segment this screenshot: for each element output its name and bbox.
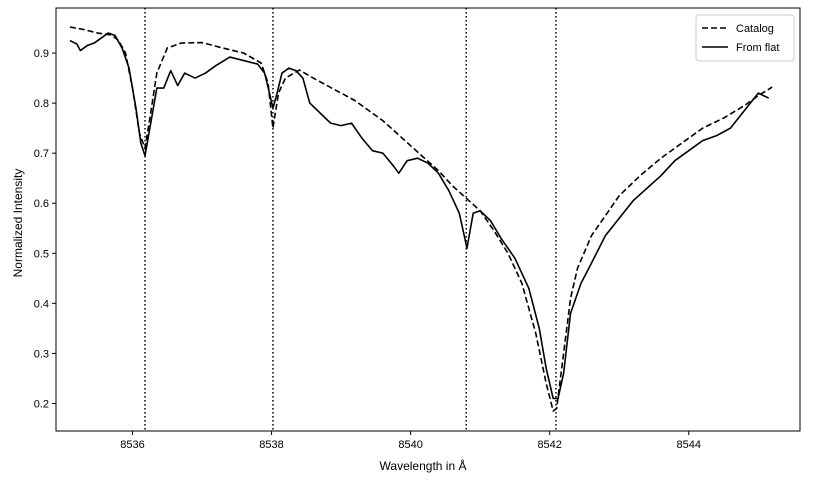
legend-label-catalog: Catalog	[736, 23, 774, 35]
y-tick-label: 0.3	[34, 348, 49, 360]
legend-box	[695, 14, 795, 62]
axes-layer: 8536 8538 8540 8542 8544 0.2 0.3 0.4 0.5 0.6 0.7 0.…	[34, 7, 801, 451]
y-tick-label: 0.9	[34, 48, 49, 60]
x-tick-label: 8540	[398, 439, 422, 451]
x-tick-label: 8544	[677, 439, 701, 451]
series-line-from-flat	[69, 32, 770, 400]
y-tick-label: 0.6	[34, 198, 49, 210]
x-tick-label: 8536	[120, 439, 144, 451]
plot-frame	[55, 7, 801, 432]
y-tick-label: 0.7	[34, 148, 49, 160]
x-tick-label: 8542	[537, 439, 561, 451]
y-tick-label: 0.2	[34, 398, 49, 410]
y-tick-label: 0.4	[34, 298, 49, 310]
x-tick-label: 8538	[259, 439, 283, 451]
y-axis-label: Normalized Intensity	[11, 169, 25, 278]
legend-label-from-flat: From flat	[736, 42, 779, 54]
series-line-catalog	[69, 26, 773, 412]
plot-layer	[69, 8, 773, 431]
y-tick-label: 0.8	[34, 98, 49, 110]
y-tick-label: 0.5	[34, 248, 49, 260]
legend: Catalog From flat	[695, 14, 795, 62]
x-axis-label: Wavelength in Å	[380, 458, 467, 473]
